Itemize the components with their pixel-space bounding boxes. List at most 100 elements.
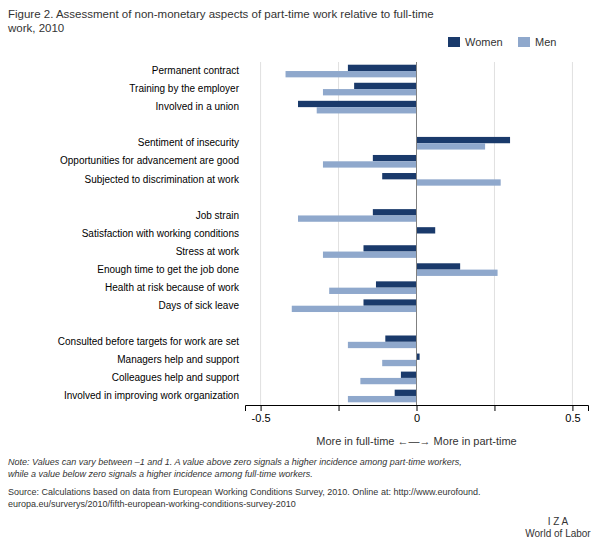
y-tick: Opportunities for advancement are good — [60, 155, 245, 166]
grid-line — [260, 62, 261, 405]
y-tick: Enough time to get the job done — [97, 264, 245, 275]
bar — [363, 299, 416, 305]
bar — [348, 65, 417, 71]
bar — [323, 161, 417, 167]
y-tick: Managers help and support — [117, 354, 245, 365]
bar — [417, 270, 498, 276]
x-tick-mark — [494, 405, 495, 411]
y-tick: Stress at work — [176, 246, 245, 257]
bar — [382, 173, 416, 179]
legend-swatch — [518, 37, 530, 47]
plot: -0.5 0 0.5 Permanent contract Training by th… — [58, 62, 589, 424]
bar — [323, 89, 417, 95]
note: Note: Values can vary between –1 and 1. … — [8, 457, 462, 479]
logo-line: I Z A — [548, 516, 569, 527]
bars — [286, 65, 511, 403]
bar — [354, 83, 416, 89]
bar — [292, 306, 417, 312]
bar — [317, 107, 417, 113]
x-axis: -0.5 0 0.5 — [246, 405, 589, 424]
x-tick: 0.5 — [565, 405, 580, 424]
y-tick-label: Sentiment of insecurity — [138, 137, 239, 148]
y-tick: Consulted before targets for work are se… — [58, 336, 245, 347]
y-tick-label: Health at risk because of work — [105, 282, 240, 293]
y-tick: Job strain — [196, 210, 245, 221]
logo: I Z AWorld of Labor — [525, 516, 591, 539]
y-tick: Training by the employer — [129, 83, 245, 94]
legend-item: Women — [448, 36, 503, 48]
y-tick-label: Consulted before targets for work are se… — [58, 336, 239, 347]
y-tick: Colleagues help and support — [112, 372, 245, 383]
x-tick-label: 0 — [414, 412, 420, 424]
title-line: Figure 2. Assessment of non-monetary asp… — [8, 8, 434, 20]
y-tick-label: Enough time to get the job done — [97, 264, 239, 275]
legend-label: Women — [465, 36, 503, 48]
note-line: while a value below zero signals a highe… — [8, 469, 313, 479]
bar — [417, 227, 436, 233]
legend-item: Men — [518, 36, 556, 48]
x-tick-mark — [417, 405, 418, 411]
x-tick-label: 0.5 — [565, 412, 580, 424]
legend-swatch — [448, 37, 460, 47]
x-tick: 0 — [414, 405, 420, 424]
bar — [417, 179, 501, 185]
y-tick-label: Job strain — [196, 210, 239, 221]
series — [298, 65, 510, 396]
chart: Figure 2. Assessment of non-monetary asp… — [0, 0, 608, 559]
legend-label: Men — [535, 36, 556, 48]
bar — [417, 263, 461, 269]
grid — [261, 62, 573, 405]
x-tick — [494, 405, 495, 411]
y-tick-label: Permanent contract — [152, 65, 239, 76]
bar — [348, 396, 417, 402]
bar — [373, 209, 417, 215]
x-tick-label: -0.5 — [252, 412, 271, 424]
bar — [348, 342, 417, 348]
y-tick: Permanent contract — [152, 65, 245, 76]
bar — [385, 335, 416, 341]
y-tick-label: Training by the employer — [129, 83, 239, 94]
bar — [395, 390, 417, 396]
bar — [360, 378, 416, 384]
y-tick: Health at risk because of work — [105, 282, 245, 293]
title: Figure 2. Assessment of non-monetary asp… — [7, 8, 434, 34]
y-tick: Satisfaction with working conditions — [82, 228, 245, 239]
bar — [363, 245, 416, 251]
logo-line: World of Labor — [525, 528, 591, 539]
bar — [417, 137, 511, 143]
bar — [401, 372, 417, 378]
note-line: Note: Values can vary between –1 and 1. … — [8, 457, 462, 467]
source: Source: Calculations based on data from … — [8, 487, 480, 509]
y-tick-label: Colleagues help and support — [112, 372, 240, 383]
title-line: work, 2010 — [7, 22, 64, 34]
grid-line — [494, 62, 495, 405]
y-tick-label: Stress at work — [176, 246, 240, 257]
grid-line — [572, 62, 573, 405]
x-tick — [339, 405, 340, 411]
bar — [382, 360, 416, 366]
y-tick: Subjected to discrimination at work — [84, 174, 245, 185]
y-axis: Permanent contract Training by the employ… — [58, 65, 245, 401]
y-tick-label: Involved in improving work organization — [64, 390, 239, 401]
y-tick-label: Days of sick leave — [158, 300, 239, 311]
x-axis-line — [246, 406, 589, 412]
legend: Women Men — [448, 36, 556, 48]
bar — [298, 101, 416, 107]
grid-line — [416, 62, 417, 405]
y-tick-label: Managers help and support — [117, 354, 239, 365]
bar — [323, 252, 417, 258]
bar — [329, 288, 416, 294]
x-tick-mark — [572, 405, 573, 411]
y-tick-label: Satisfaction with working conditions — [82, 228, 239, 239]
x-axis-title: More in full-time ←—→ More in part-time — [316, 435, 517, 447]
y-tick: Days of sick leave — [158, 300, 245, 311]
y-tick: Sentiment of insecurity — [138, 137, 245, 148]
x-tick: -0.5 — [252, 405, 271, 424]
x-tick-mark — [261, 405, 262, 411]
y-tick: Involved in improving work organization — [64, 390, 245, 401]
y-tick-label: Involved in a union — [156, 101, 239, 112]
zero-line — [416, 62, 417, 405]
bar — [417, 143, 486, 149]
y-tick-label: Subjected to discrimination at work — [84, 174, 240, 185]
bar — [373, 155, 417, 161]
